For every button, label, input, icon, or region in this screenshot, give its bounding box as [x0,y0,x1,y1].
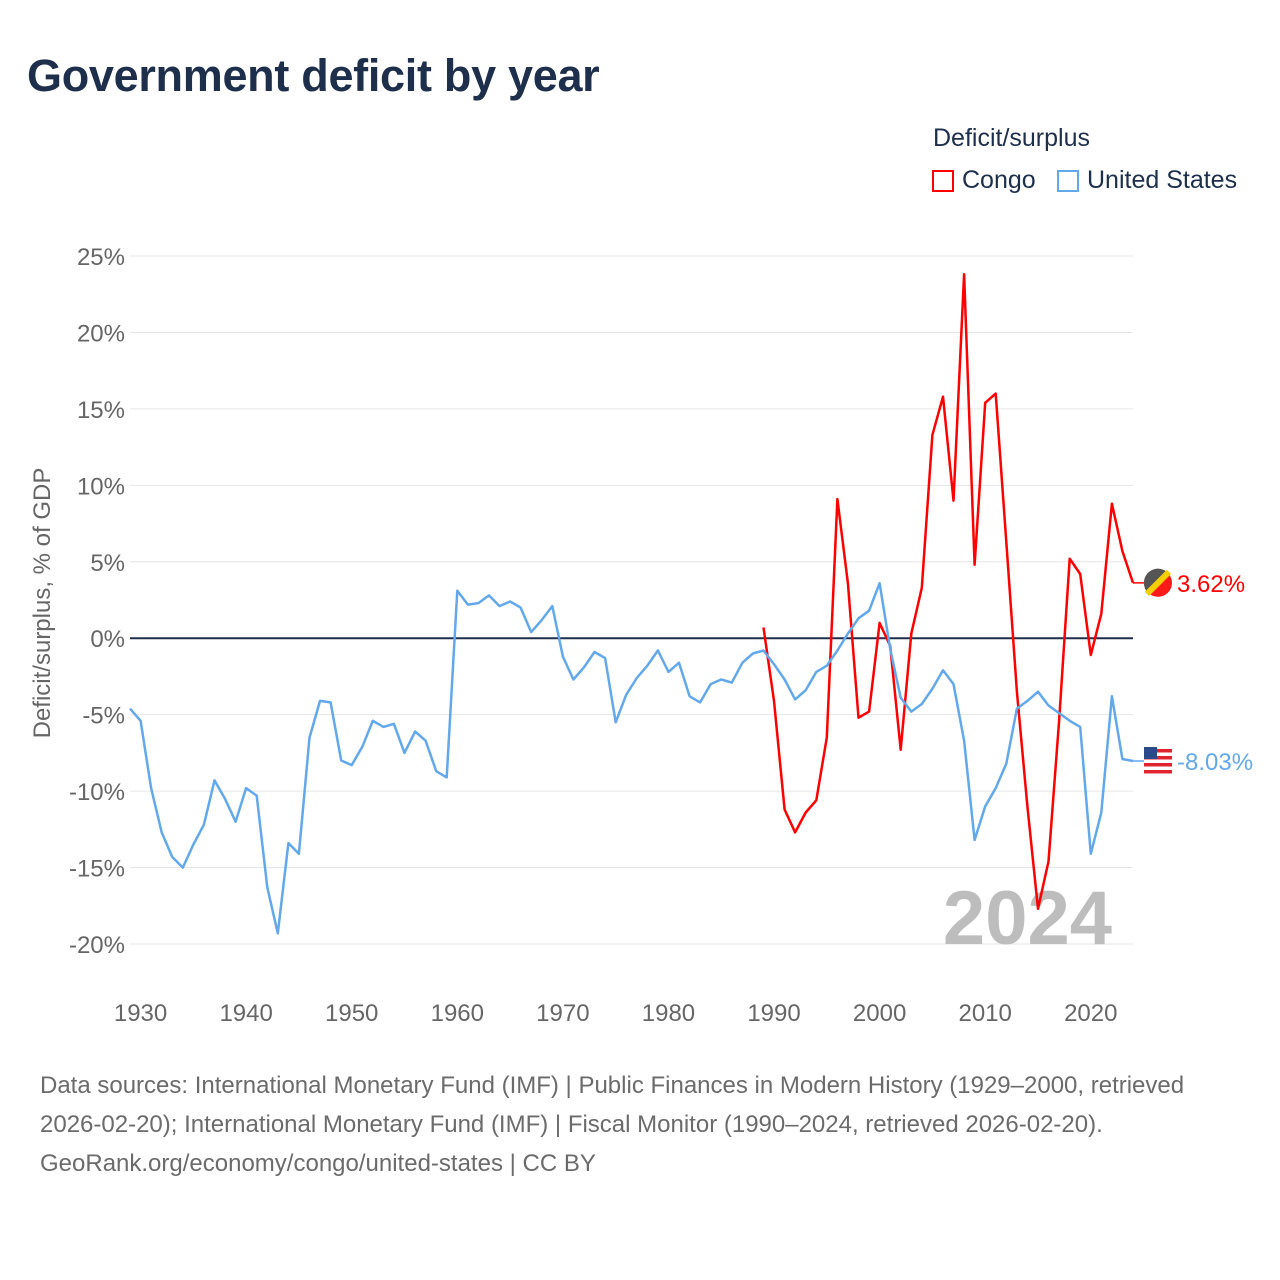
series-line-congo[interactable] [762,273,1135,911]
y-tick-label: -20% [69,932,125,959]
end-value-label-congo: 3.62% [1177,571,1245,598]
legend-label: United States [1087,166,1238,194]
flag-icon-congo [1143,568,1172,597]
series-line-united-states[interactable] [129,581,1134,935]
y-tick-label: 0% [90,626,125,653]
legend-label: Congo [962,166,1036,194]
data-sources: Data sources: International Monetary Fun… [40,1072,1185,1138]
y-tick-label: 15% [77,397,125,424]
x-tick-label: 1970 [536,1000,589,1027]
x-tick-label: 1990 [747,1000,800,1027]
x-tick-label: 1930 [114,1000,167,1027]
y-tick-label: 25% [77,244,125,271]
x-tick-label: 1980 [642,1000,695,1027]
y-tick-label: 20% [77,320,125,347]
legend-item-congo[interactable]: Congo [932,166,1036,195]
flag-icon-united-states [1144,746,1172,775]
legend-swatch-congo [932,169,954,192]
end-value-label-united-states: -8.03% [1177,749,1253,776]
legend-title: Deficit/surplus [933,124,1090,152]
credit-link[interactable]: GeoRank.org/economy/congo/united-states … [40,1150,596,1177]
legend-item-united-states[interactable]: United States [1057,166,1237,195]
year-watermark: 2024 [943,876,1112,961]
y-tick-label: -10% [69,779,125,806]
y-tick-label: -15% [69,856,125,883]
x-tick-label: 2020 [1064,1000,1117,1027]
footer: Data sources: International Monetary Fun… [40,1066,1240,1183]
x-tick-label: 2000 [853,1000,906,1027]
x-tick-label: 1940 [219,1000,272,1027]
y-tick-label: -5% [82,703,125,730]
chart-title: Government deficit by year [27,50,600,101]
x-tick-label: 2010 [958,1000,1011,1027]
x-tick-label: 1950 [325,1000,378,1027]
y-tick-label: 10% [77,473,125,500]
y-tick-label: 5% [90,550,125,577]
x-tick-label: 1960 [431,1000,484,1027]
legend-swatch-united-states [1057,169,1079,192]
y-axis-label: Deficit/surplus, % of GDP [29,468,56,739]
